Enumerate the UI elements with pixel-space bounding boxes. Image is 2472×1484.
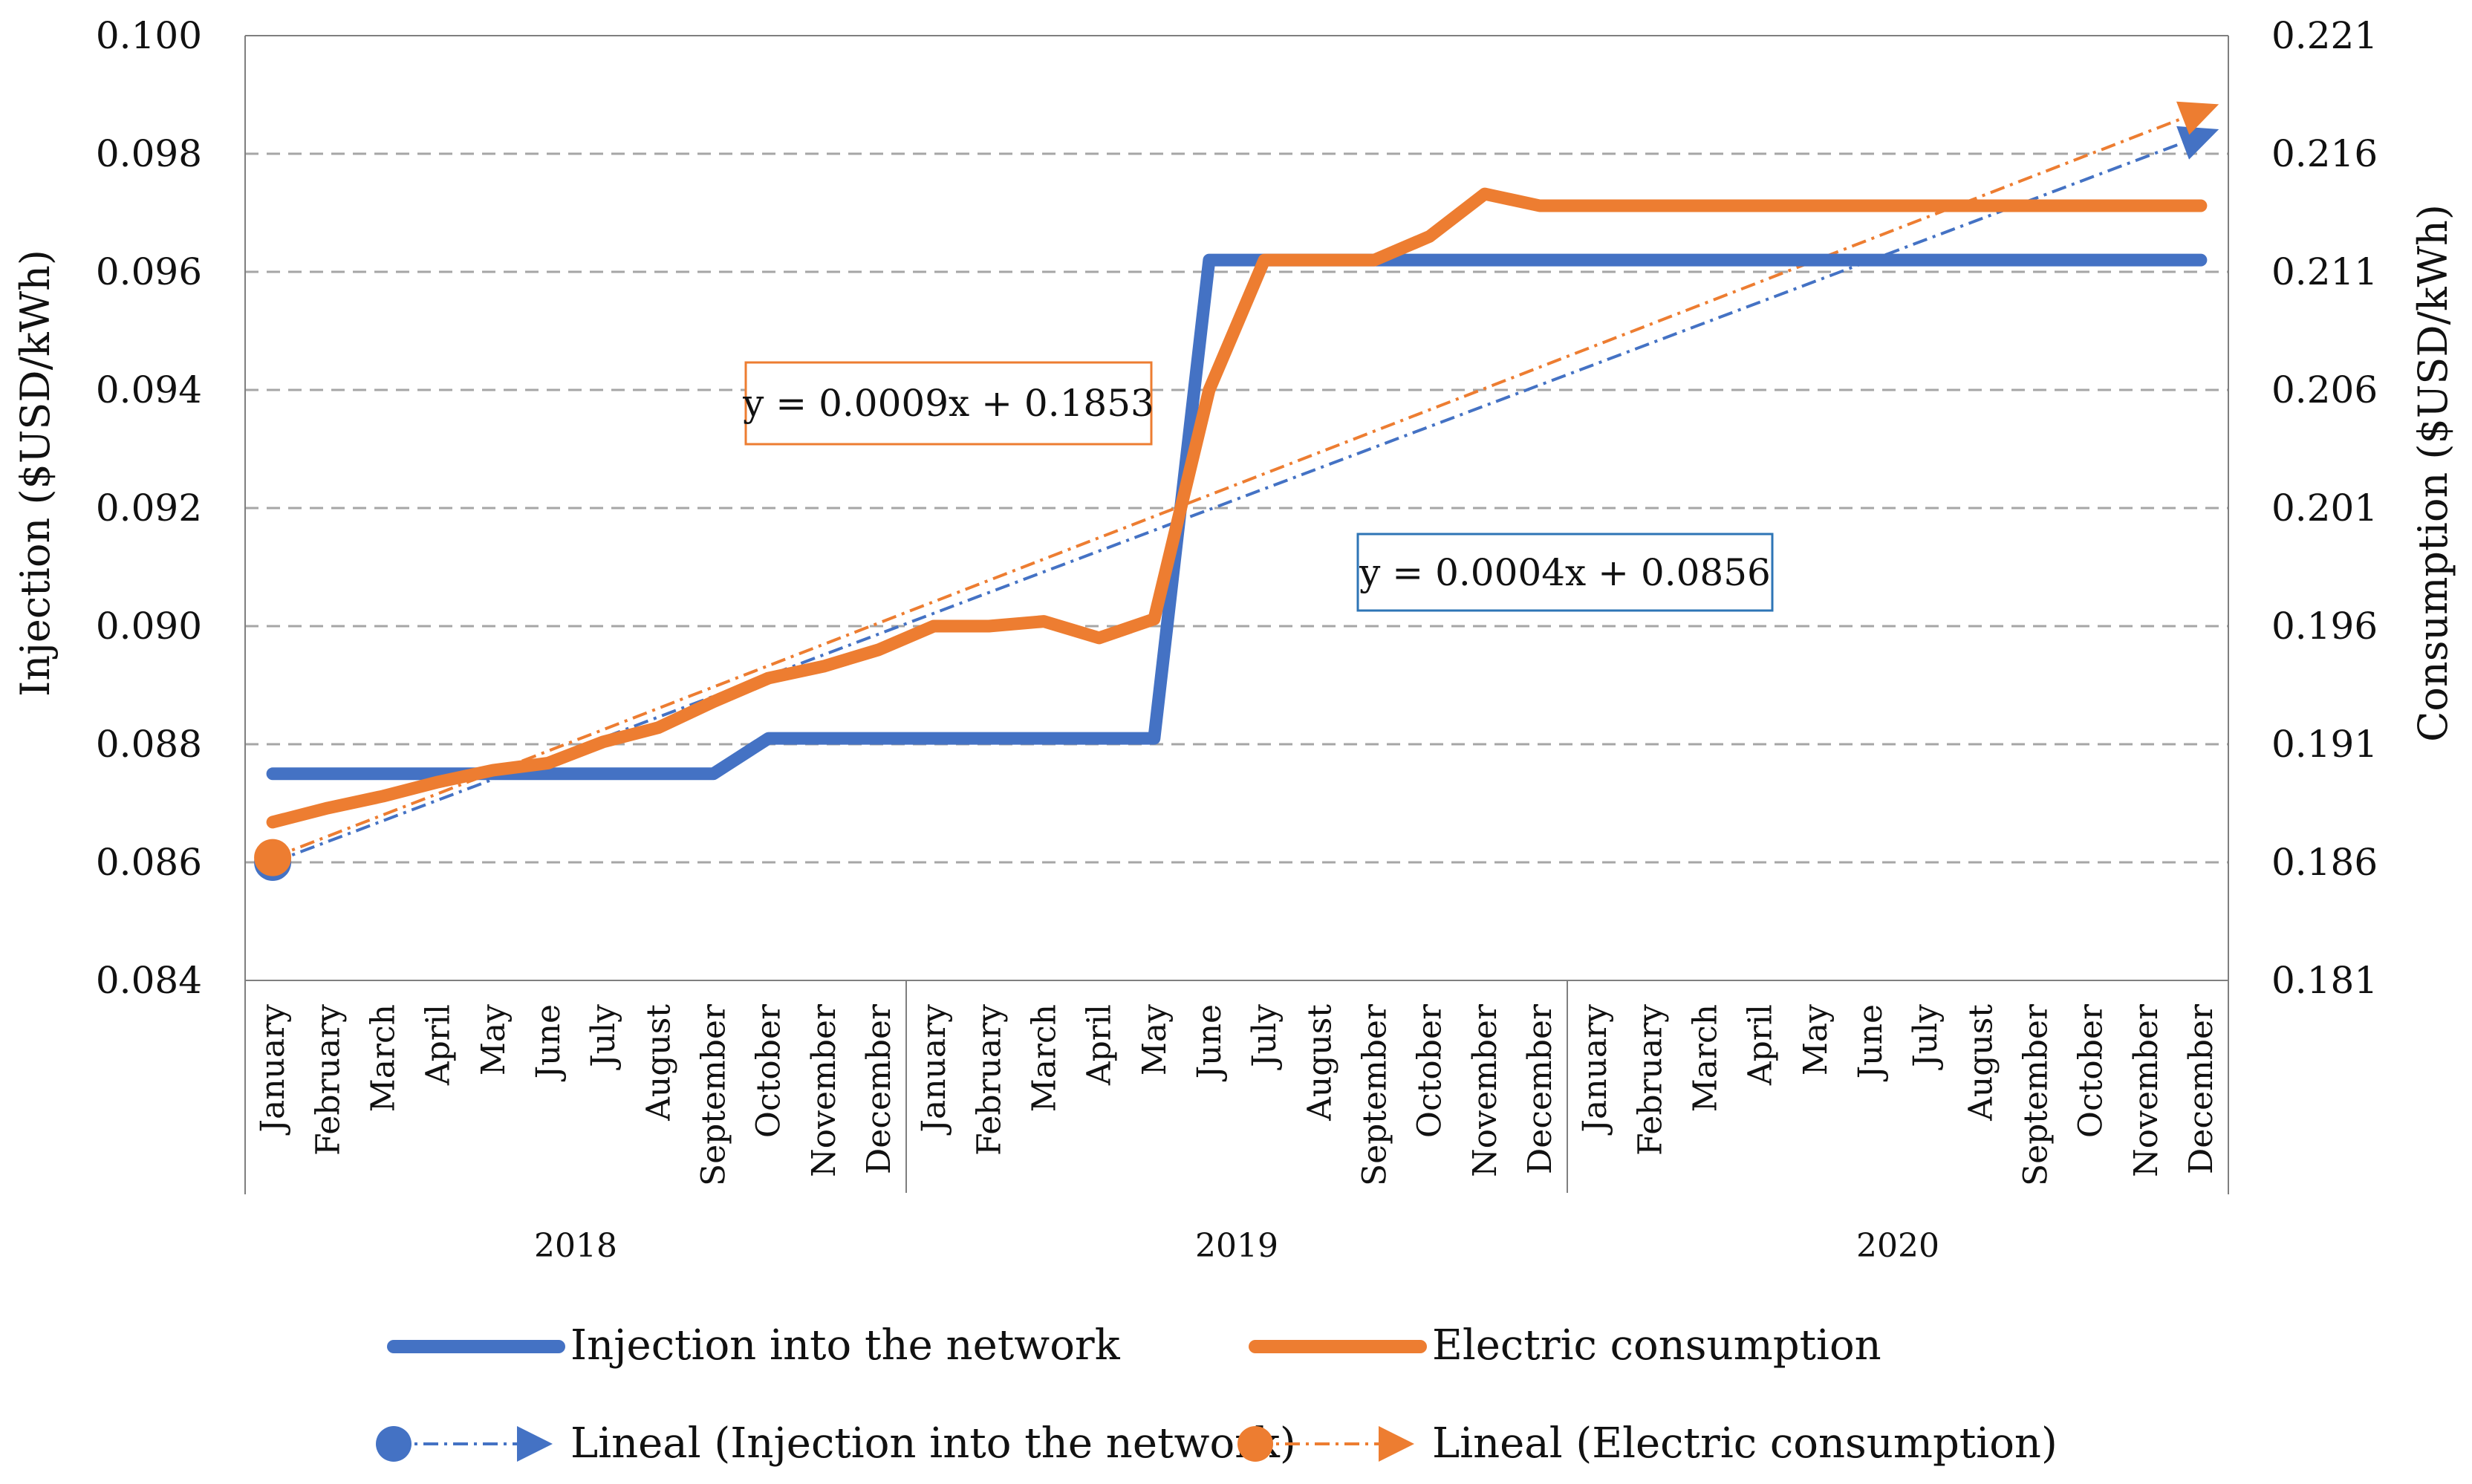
legend-item-injection: Injection into the network [387, 1321, 1121, 1370]
month-tick-label: March [364, 1004, 402, 1112]
legend-label-trend-consumption: Lineal (Electric consumption) [1432, 1419, 2058, 1468]
trendline-end-arrow [2176, 126, 2219, 160]
month-tick-label: August [1962, 1004, 2000, 1122]
left-tick-label: 0.098 [96, 132, 202, 175]
month-tick-label: August [1301, 1004, 1339, 1122]
left-tick-label: 0.100 [96, 14, 202, 57]
month-tick-label: February [970, 1004, 1008, 1156]
trend-equation-injection: y = 0.0004x + 0.0856 [1356, 533, 1774, 612]
month-tick-label: December [2182, 1003, 2220, 1174]
month-tick-label: September [1356, 1003, 1393, 1186]
legend-item-trend-consumption: Lineal (Electric consumption) [1237, 1419, 2058, 1468]
legend-marker-start-injection [376, 1426, 412, 1462]
trendline-start-marker [254, 839, 292, 876]
month-tick-label: September [695, 1003, 732, 1186]
legend: Injection into the network Electric cons… [376, 1321, 2058, 1468]
month-tick-label: April [1081, 1004, 1119, 1086]
month-tick-label: January [915, 1004, 953, 1136]
right-axis-title: Consumption ($USD/kWh) [2410, 204, 2456, 742]
month-tick-label: August [640, 1004, 677, 1122]
left-tick-label: 0.088 [96, 723, 202, 766]
month-tick-label: December [860, 1003, 898, 1174]
trendline [272, 109, 2202, 859]
month-tick-label: June [530, 1004, 567, 1081]
legend-label-injection: Injection into the network [570, 1321, 1121, 1370]
series-line [266, 187, 2208, 829]
right-tick-label: 0.186 [2271, 841, 2378, 884]
gridlines [245, 152, 2228, 864]
left-tick-label: 0.094 [96, 368, 202, 411]
month-tick-label: July [1907, 1004, 1945, 1070]
equation-box-injection [1356, 533, 1774, 612]
right-tick-label: 0.211 [2271, 250, 2378, 293]
year-label: 2019 [1195, 1227, 1278, 1265]
month-tick-label: November [2127, 1003, 2165, 1177]
month-tick-label: June [1852, 1004, 1890, 1081]
month-tick-label: July [1246, 1004, 1284, 1070]
month-tick-label: June [1191, 1004, 1229, 1081]
month-tick-label: April [1742, 1004, 1780, 1086]
month-tick-label: November [805, 1003, 843, 1177]
equation-text-injection: y = 0.0004x + 0.0856 [1359, 551, 1771, 594]
month-tick-label: May [1136, 1004, 1174, 1075]
month-tick-label: January [1576, 1004, 1614, 1136]
month-tick-label: April [420, 1004, 458, 1086]
month-tick-label: March [1025, 1004, 1063, 1112]
month-tick-label: October [1411, 1003, 1449, 1138]
right-tick-label: 0.201 [2271, 486, 2378, 530]
month-tick-label: May [475, 1004, 513, 1075]
right-axis: 0.181 0.186 0.191 0.196 0.201 0.206 0.211 0.216… [2271, 14, 2378, 1002]
plot-frame [244, 35, 2229, 1194]
x-axis: January February March April May June July Augu… [254, 1003, 2220, 1265]
month-tick-label: March [1686, 1004, 1724, 1112]
right-tick-label: 0.216 [2271, 132, 2378, 175]
legend-item-trend-injection: Lineal (Injection into the network) [376, 1419, 1296, 1468]
right-tick-label: 0.221 [2271, 14, 2378, 57]
month-tick-label: February [1631, 1004, 1669, 1156]
left-tick-label: 0.090 [96, 605, 202, 648]
equation-box-consumption [744, 361, 1153, 446]
legend-item-consumption: Electric consumption [1249, 1321, 1881, 1370]
legend-marker-arrow-consumption [1379, 1426, 1414, 1462]
legend-marker-start-consumption [1237, 1426, 1273, 1462]
month-tick-label: November [1466, 1003, 1504, 1177]
series-lines [266, 187, 2208, 829]
right-tick-label: 0.206 [2271, 368, 2378, 411]
month-tick-label: October [750, 1003, 788, 1138]
year-label: 2020 [1856, 1227, 1939, 1265]
legend-marker-arrow-injection [517, 1426, 553, 1462]
month-tick-label: February [309, 1004, 347, 1156]
legend-label-trend-injection: Lineal (Injection into the network) [570, 1419, 1296, 1468]
month-tick-label: October [2072, 1003, 2110, 1138]
left-tick-label: 0.084 [96, 959, 202, 1002]
legend-label-consumption: Electric consumption [1432, 1321, 1881, 1370]
month-tick-label: July [585, 1004, 622, 1070]
month-tick-label: May [1797, 1004, 1835, 1075]
month-tick-label: January [254, 1004, 292, 1136]
series-line [266, 253, 2208, 781]
trendline-end-arrow [2176, 101, 2219, 135]
month-tick-label: September [2017, 1003, 2055, 1186]
left-tick-label: 0.096 [96, 250, 202, 293]
right-tick-label: 0.196 [2271, 605, 2378, 648]
right-tick-label: 0.191 [2271, 723, 2378, 766]
year-label: 2018 [534, 1227, 617, 1265]
equation-text-consumption: y = 0.0009x + 0.1853 [742, 382, 1154, 425]
trend-markers [254, 101, 2219, 881]
left-axis-title: Injection ($USD/kWh) [12, 250, 59, 697]
left-tick-label: 0.092 [96, 486, 202, 530]
left-tick-label: 0.086 [96, 841, 202, 884]
left-axis: 0.084 0.086 0.088 0.090 0.092 0.094 0.096 0.098… [96, 14, 202, 1002]
month-tick-label: December [1521, 1003, 1559, 1174]
trend-equation-consumption: y = 0.0009x + 0.1853 [742, 361, 1154, 446]
right-tick-label: 0.181 [2271, 959, 2378, 1002]
